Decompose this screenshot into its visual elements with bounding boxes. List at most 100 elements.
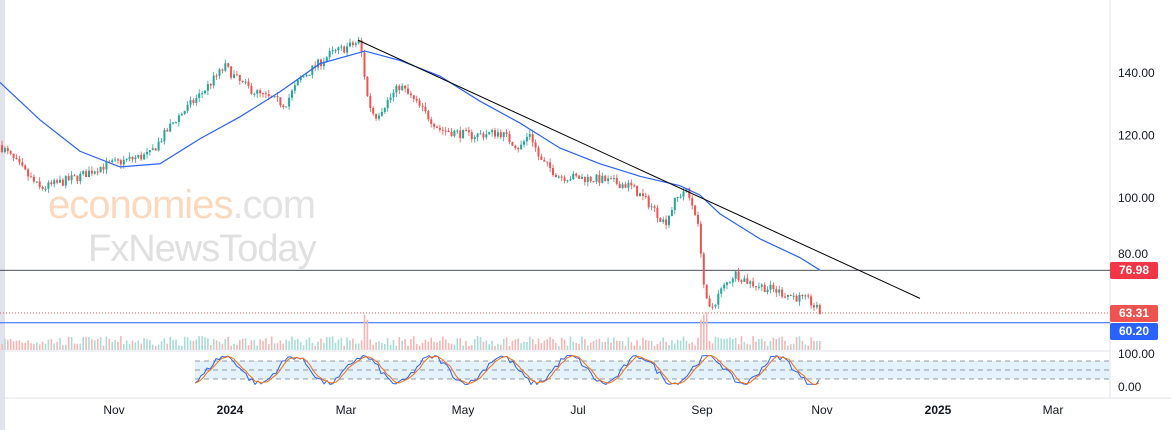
volume-bar [241, 338, 244, 350]
volume-bar [607, 337, 609, 350]
volume-bar [256, 345, 258, 350]
candle [264, 93, 267, 95]
candle [818, 304, 821, 315]
volume-bar [157, 344, 160, 350]
candle [482, 133, 485, 138]
candle [360, 40, 363, 53]
volume-bar [552, 339, 554, 350]
candle [337, 47, 340, 51]
candle [554, 174, 557, 177]
volume-bar [462, 345, 464, 350]
volume-bar [737, 344, 740, 350]
volume-bar [224, 339, 227, 350]
watermark-brand: economies [48, 183, 233, 227]
price-tick: 140.00 [1118, 66, 1155, 80]
candle [418, 100, 421, 106]
volume-bar [482, 341, 485, 350]
volume-bar [114, 339, 116, 350]
candle [798, 295, 801, 302]
candle [9, 151, 12, 154]
volume-bar [418, 345, 421, 350]
volume-bar [218, 341, 221, 350]
volume-bar [398, 337, 401, 350]
candle [322, 61, 325, 67]
volume-bar [375, 342, 377, 350]
volume-bar [787, 345, 789, 350]
candle [699, 223, 702, 254]
volume-bar [763, 341, 766, 350]
candle [392, 92, 395, 98]
volume-bar [691, 342, 693, 350]
candle [259, 90, 262, 94]
candle [572, 173, 575, 180]
candle [688, 188, 691, 198]
time-tick: Mar [1043, 403, 1064, 417]
volume-bar [305, 339, 308, 350]
volume-bar [172, 339, 174, 350]
volume-bar [152, 344, 154, 350]
candle [575, 173, 578, 176]
candle [592, 181, 595, 183]
volume-bar [355, 343, 357, 350]
volume-bar [459, 338, 461, 350]
candle [630, 182, 633, 186]
volume-bar [395, 345, 398, 350]
candle [215, 75, 218, 77]
candle [685, 188, 688, 192]
volume-bar [792, 343, 795, 350]
volume-bar [653, 345, 656, 350]
candle [717, 293, 720, 305]
volume-bar [239, 340, 241, 350]
volume-bar [236, 344, 238, 350]
volume-bar [268, 344, 270, 350]
volume-bar [662, 337, 664, 350]
candle [517, 148, 520, 150]
volume-bar [401, 340, 403, 350]
candle [543, 159, 546, 162]
candle [450, 132, 453, 137]
candle [621, 184, 624, 189]
candle [453, 130, 456, 137]
candle [520, 144, 523, 150]
volume-bar [149, 339, 151, 350]
stochastic-d-line [194, 355, 820, 385]
volume-bar [131, 340, 134, 350]
volume-bar [465, 340, 467, 350]
candle [430, 119, 433, 124]
candle [70, 175, 73, 181]
candle [726, 282, 728, 285]
candle [740, 280, 743, 282]
candle [409, 93, 412, 96]
candle [53, 180, 56, 185]
volume-bar [479, 337, 482, 350]
volume-bar [349, 340, 351, 350]
volume-bar [439, 340, 441, 350]
volume-bar [413, 336, 415, 350]
candle [119, 160, 122, 165]
volume-bar [282, 343, 285, 350]
candle [18, 159, 21, 163]
volume-bar [276, 343, 279, 350]
volume-bar [117, 341, 119, 350]
volume-bar [4, 338, 6, 350]
volume-bar [33, 344, 35, 350]
volume-bar [221, 343, 224, 350]
volume-bar [160, 341, 163, 350]
volume-bar [508, 345, 511, 350]
volume-bar [473, 339, 476, 350]
candle [763, 284, 766, 293]
volume-bar [781, 336, 783, 350]
time-tick: 2024 [217, 403, 244, 417]
volume-bar [288, 340, 290, 350]
volume-bar [749, 344, 751, 350]
candle [488, 132, 491, 135]
candle [772, 284, 775, 290]
volume-bar [569, 336, 572, 350]
volume-bar [279, 340, 282, 350]
candle [615, 177, 618, 184]
candle [676, 196, 679, 198]
candle [456, 130, 459, 132]
candle [691, 197, 694, 206]
